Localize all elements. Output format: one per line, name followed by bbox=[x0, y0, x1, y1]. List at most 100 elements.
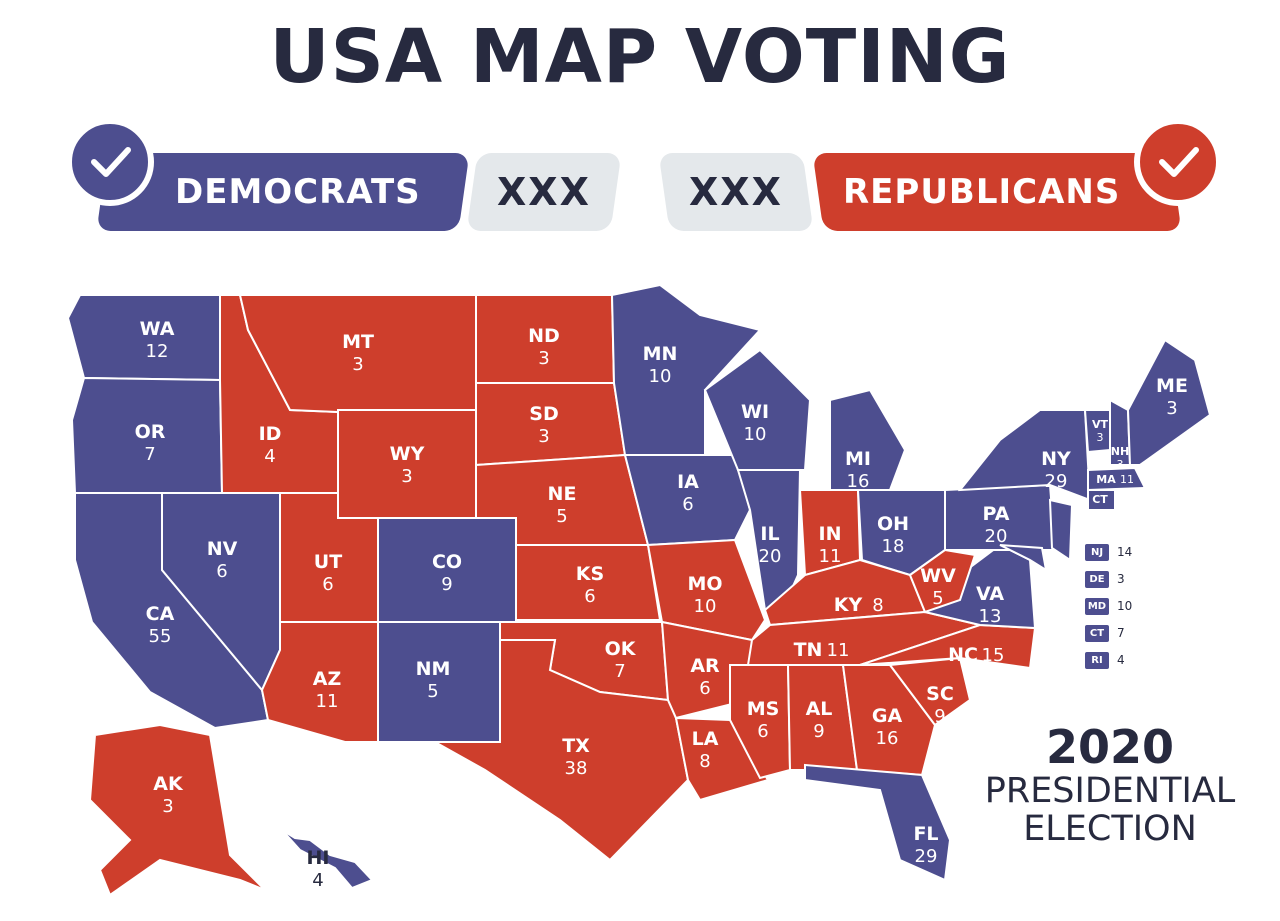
state-ks bbox=[515, 544, 662, 621]
state-votes-id: 4 bbox=[264, 446, 275, 467]
state-votes-me: 3 bbox=[1166, 398, 1177, 419]
state-label-me: ME bbox=[1156, 375, 1188, 397]
state-ia bbox=[623, 454, 752, 547]
state-ga bbox=[841, 664, 937, 777]
state-label-nv: NV bbox=[207, 538, 238, 560]
state-votes-ia: 6 bbox=[682, 494, 693, 515]
state-label-in: IN bbox=[819, 523, 842, 545]
legend-votes: 4 bbox=[1117, 653, 1125, 667]
state-label-mt: MT bbox=[342, 331, 374, 353]
state-label-sd: SD bbox=[529, 403, 558, 425]
state-label-ma: MA bbox=[1096, 473, 1116, 486]
state-votes-pa: 20 bbox=[985, 526, 1008, 547]
state-votes-nd: 3 bbox=[538, 348, 549, 369]
legend-row: NJ 14 bbox=[1085, 542, 1132, 562]
state-label-al: AL bbox=[806, 698, 833, 720]
state-label-az: AZ bbox=[313, 668, 341, 690]
state-votes-sd: 3 bbox=[538, 426, 549, 447]
state-wv bbox=[908, 548, 977, 614]
legend-votes: 3 bbox=[1117, 572, 1125, 586]
state-votes-mt: 3 bbox=[352, 354, 363, 375]
state-votes-nh: 3 bbox=[1117, 458, 1124, 471]
legend-votes: 14 bbox=[1117, 545, 1133, 559]
state-mi bbox=[829, 388, 907, 497]
state-votes-ks: 6 bbox=[584, 586, 595, 607]
republicans-checkmark-icon bbox=[1134, 118, 1222, 206]
state-votes-sc: 9 bbox=[934, 706, 945, 727]
state-votes-wv: 5 bbox=[932, 588, 943, 609]
state-ak bbox=[88, 723, 266, 897]
legend-row: MD 10 bbox=[1085, 596, 1132, 616]
state-votes-il: 20 bbox=[759, 546, 782, 567]
state-la bbox=[674, 716, 770, 802]
election-caption: 2020 PRESIDENTIAL ELECTION bbox=[980, 722, 1240, 848]
election-line-1: PRESIDENTIAL bbox=[984, 771, 1236, 811]
state-label-co: CO bbox=[432, 551, 462, 573]
state-label-sc: SC bbox=[926, 683, 954, 705]
legend-row: CT 7 bbox=[1085, 623, 1125, 643]
state-label-wa: WA bbox=[140, 318, 175, 340]
state-label-vt: VT bbox=[1092, 418, 1109, 431]
state-label-tn: TN bbox=[794, 639, 823, 661]
state-votes-az: 11 bbox=[316, 691, 339, 712]
state-votes-al: 9 bbox=[813, 721, 824, 742]
state-label-il: IL bbox=[760, 523, 779, 545]
state-hi bbox=[281, 829, 374, 890]
state-wi bbox=[703, 348, 812, 471]
state-votes-nv: 6 bbox=[216, 561, 227, 582]
state-votes-ar: 6 bbox=[699, 678, 710, 699]
state-votes-wy: 3 bbox=[401, 466, 412, 487]
state-votes-fl: 29 bbox=[915, 846, 938, 867]
state-label-mo: MO bbox=[687, 573, 722, 595]
election-line-2: ELECTION bbox=[1023, 809, 1197, 849]
state-label-ar: AR bbox=[690, 655, 720, 677]
state-votes-ky: 8 bbox=[872, 595, 883, 616]
state-votes-or: 7 bbox=[144, 444, 155, 465]
election-year: 2020 bbox=[1045, 720, 1175, 774]
state-votes-wi: 10 bbox=[744, 424, 767, 445]
state-votes-ak: 3 bbox=[162, 796, 173, 817]
state-label-mi: MI bbox=[845, 448, 871, 470]
legend-row: DE 3 bbox=[1085, 569, 1125, 589]
state-label-hi: HI bbox=[307, 847, 330, 869]
state-votes-ga: 16 bbox=[876, 728, 899, 749]
state-votes-ma: 11 bbox=[1120, 473, 1134, 486]
legend-votes: 7 bbox=[1117, 626, 1125, 640]
state-label-mn: MN bbox=[643, 343, 678, 365]
state-votes-in: 11 bbox=[819, 546, 842, 567]
legend-abbr: RI bbox=[1085, 651, 1109, 669]
page-title: USA MAP VOTING bbox=[269, 14, 1011, 100]
state-label-ks: KS bbox=[576, 563, 604, 585]
state-votes-la: 8 bbox=[699, 751, 710, 772]
state-votes-mn: 10 bbox=[649, 366, 672, 387]
state-nj bbox=[1048, 498, 1074, 562]
state-votes-nm: 5 bbox=[427, 681, 438, 702]
state-label-ca: CA bbox=[146, 603, 175, 625]
state-label-ms: MS bbox=[747, 698, 780, 720]
state-ms bbox=[729, 664, 792, 780]
state-label-ct: CT bbox=[1092, 493, 1108, 506]
state-votes-co: 9 bbox=[441, 574, 452, 595]
state-votes-ut: 6 bbox=[322, 574, 333, 595]
legend-votes: 10 bbox=[1117, 599, 1133, 613]
state-label-ny: NY bbox=[1041, 448, 1071, 470]
state-votes-ny: 29 bbox=[1045, 471, 1068, 492]
state-label-ga: GA bbox=[872, 705, 903, 727]
state-label-tx: TX bbox=[562, 735, 590, 757]
state-label-oh: OH bbox=[877, 513, 909, 535]
legend-abbr: DE bbox=[1085, 570, 1109, 588]
state-nc bbox=[859, 623, 1037, 670]
state-mo bbox=[646, 538, 767, 642]
state-label-or: OR bbox=[135, 421, 166, 443]
state-label-wv: WV bbox=[920, 565, 956, 587]
state-label-fl: FL bbox=[913, 823, 938, 845]
state-label-pa: PA bbox=[983, 503, 1010, 525]
state-label-ak: AK bbox=[153, 773, 184, 795]
state-votes-ne: 5 bbox=[556, 506, 567, 527]
state-label-wi: WI bbox=[741, 401, 769, 423]
state-votes-wa: 12 bbox=[146, 341, 169, 362]
state-ct bbox=[1087, 489, 1116, 511]
state-votes-hi: 4 bbox=[312, 870, 323, 891]
state-votes-vt: 3 bbox=[1097, 431, 1104, 444]
